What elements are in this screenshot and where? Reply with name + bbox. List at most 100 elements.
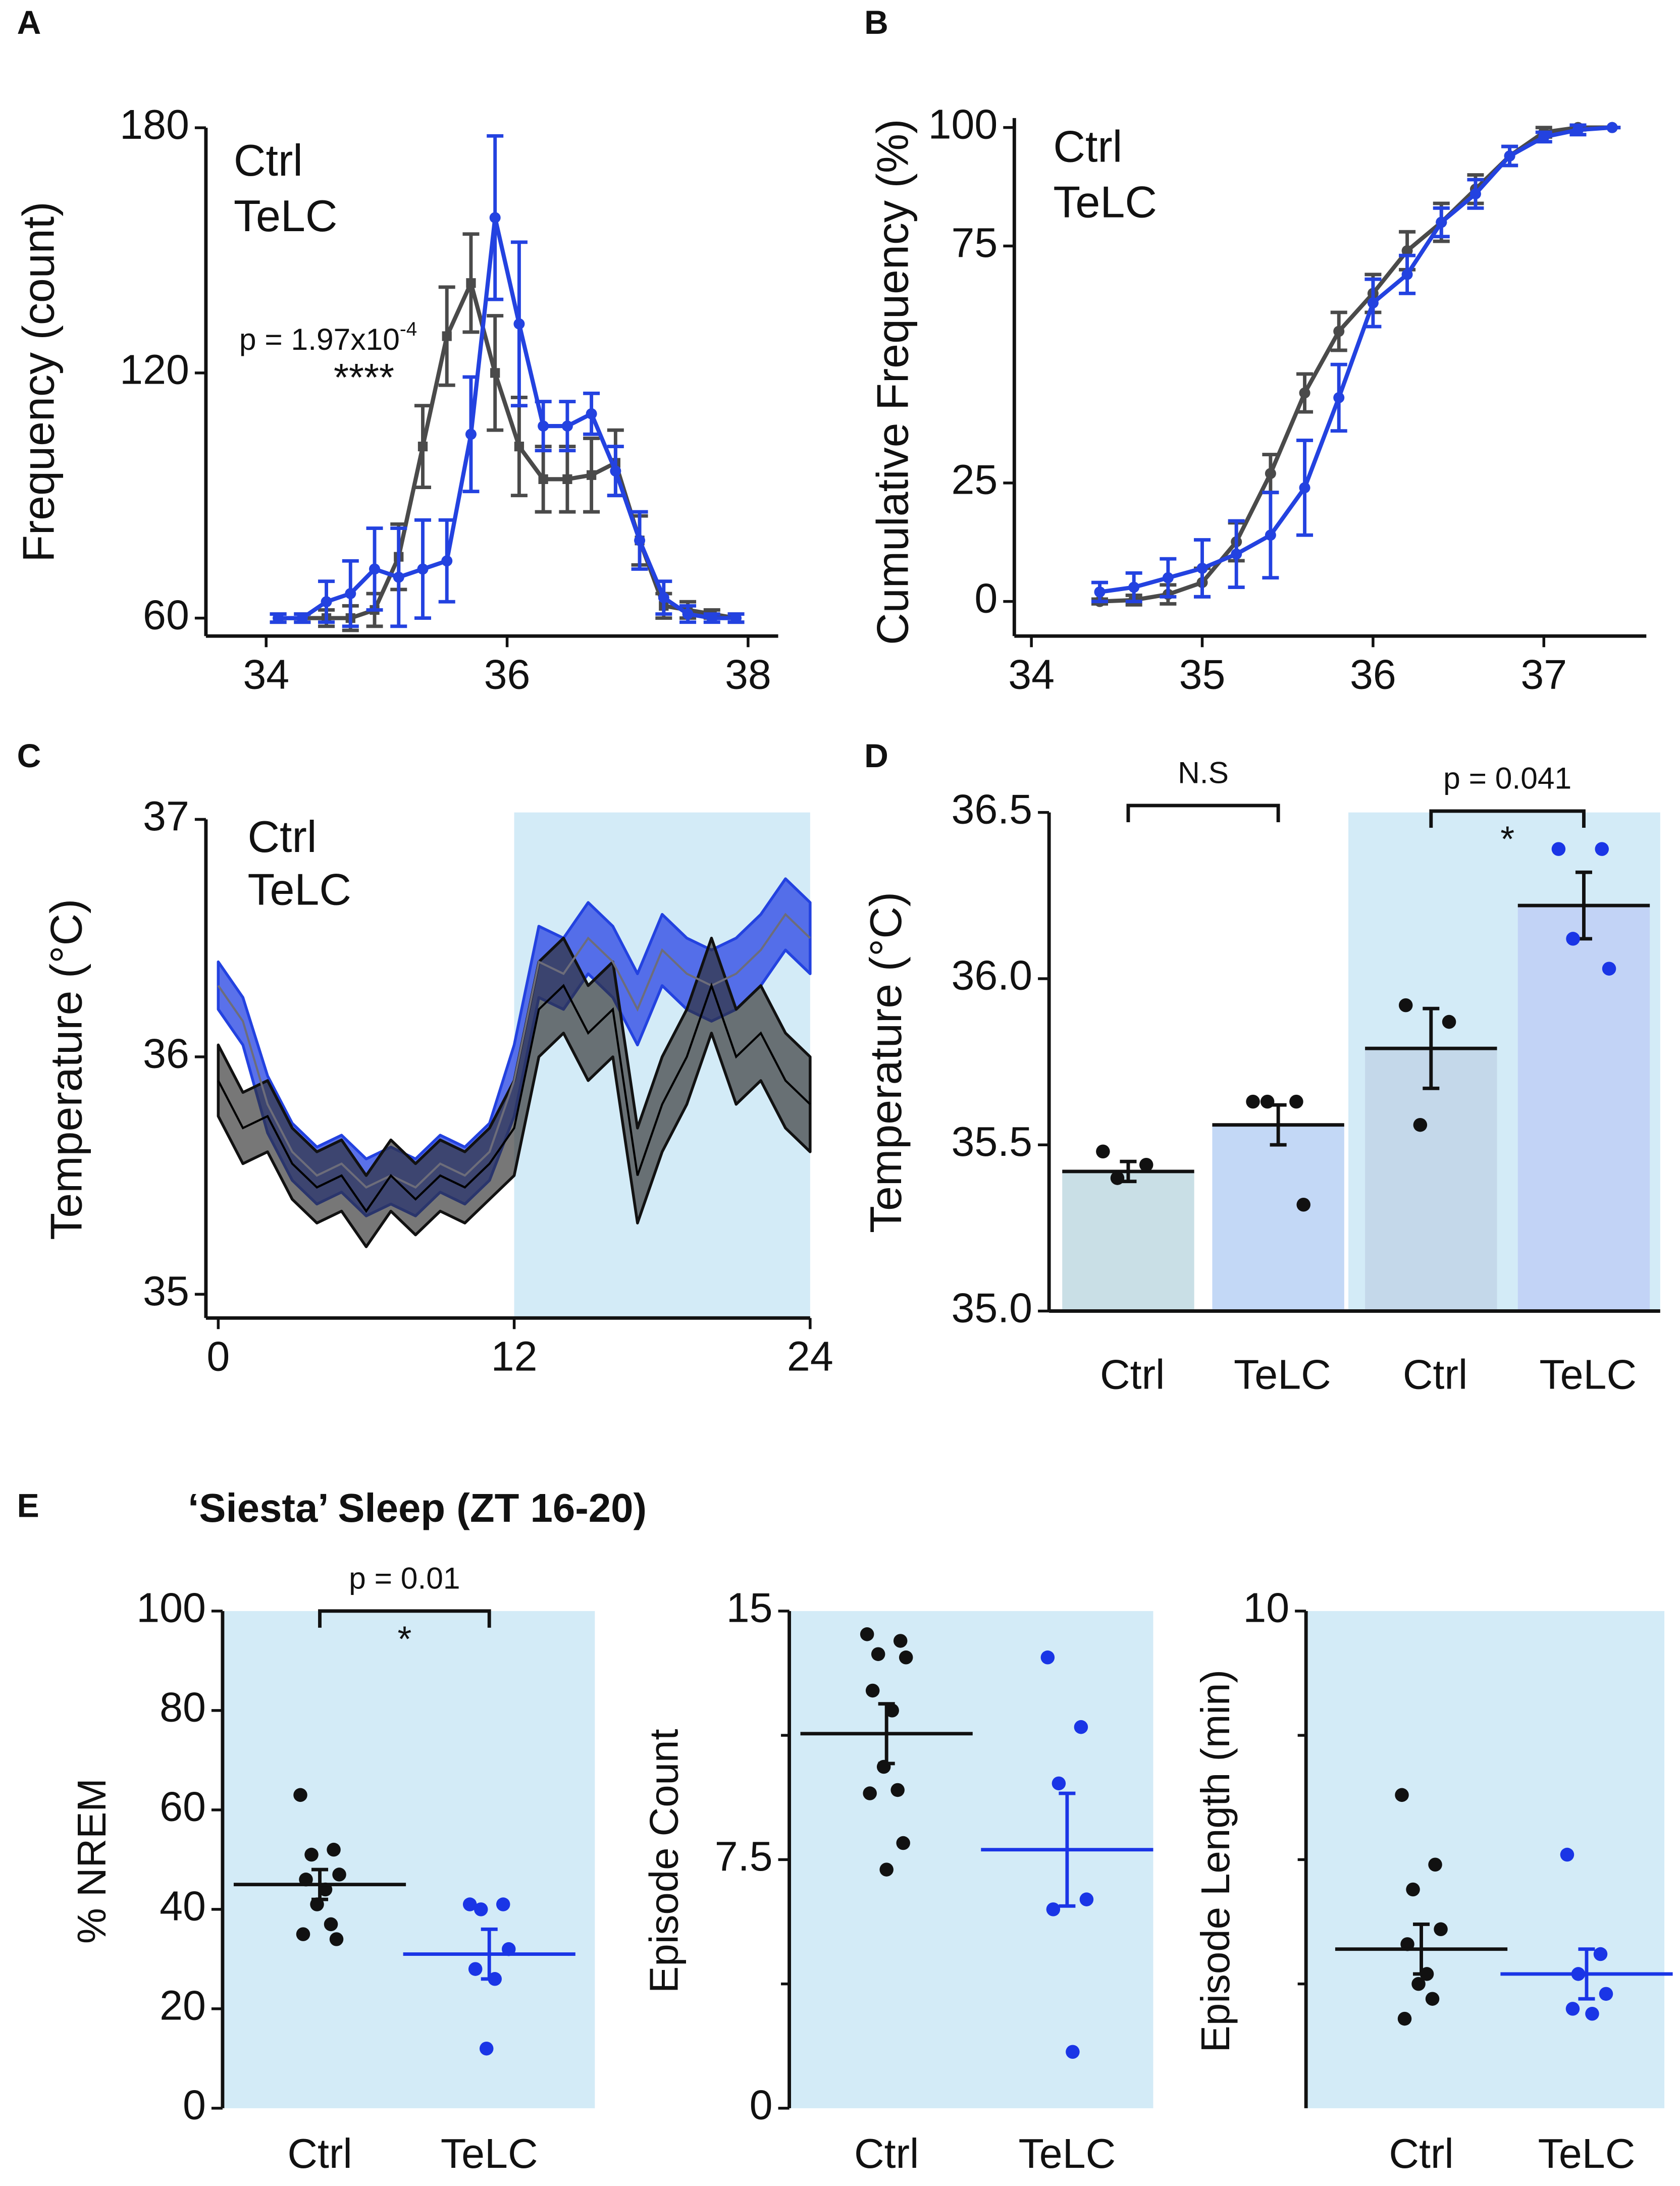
panel-title: ‘Siesta’ Sleep (ZT 16-20) [188,1485,647,1530]
point [441,555,453,567]
y-tick-label: 35 [143,1268,189,1314]
point [1094,586,1106,598]
data-point [1289,1094,1303,1109]
y-tick-label: 0 [183,2082,206,2128]
x-tick-label: TeLC [1538,2130,1636,2177]
y-tick-label: 25 [951,457,998,503]
x-tick-label: 24 [787,1334,833,1380]
point [345,588,356,600]
point [706,612,718,624]
annotation-text: p = 1.97x10 [239,322,400,356]
data-point [1296,1198,1310,1212]
data-point [879,1862,894,1877]
data-point [1406,1882,1420,1897]
bar [1365,1048,1497,1311]
point [538,474,548,484]
bracket-label: p = 0.041 [1443,761,1571,795]
data-point [1595,842,1609,856]
point [442,331,452,341]
point [1333,392,1345,403]
data-point [885,1703,899,1718]
point [658,592,669,604]
data-point [1052,1776,1066,1791]
point [1333,326,1345,337]
y-axis-label: Frequency (count) [13,201,63,562]
data-point [1593,1947,1608,1961]
y-tick-label: 35.5 [951,1118,1032,1165]
y-tick-label: 36.5 [951,786,1032,832]
panel-label: D [864,737,888,774]
data-point [332,1868,346,1882]
series-line [1099,125,1612,604]
data-point [468,1962,483,1976]
y-tick-label: 100 [928,101,998,147]
data-point [1260,1094,1275,1109]
x-tick-label: 34 [1008,652,1055,698]
point [369,563,381,575]
point [561,420,573,432]
x-tick-label: 38 [725,652,771,698]
data-point [1046,1902,1061,1916]
panel-label: B [864,4,888,41]
data-point [1602,962,1616,976]
x-tick-label: Ctrl [287,2130,352,2177]
data-point [474,1902,488,1916]
point [1128,581,1140,593]
data-point [296,1927,310,1941]
data-point [899,1650,913,1665]
data-point [1096,1144,1110,1159]
x-tick-label: 34 [243,652,289,698]
data-point [863,1786,877,1800]
data-point [327,1842,341,1857]
data-point [293,1788,307,1802]
error-band [217,936,812,1248]
legend-label: Ctrl [1053,121,1122,171]
x-tick-label: Ctrl [1403,1351,1467,1398]
data-point [329,1932,344,1946]
point [538,420,549,432]
x-tick-label: TeLC [1539,1351,1637,1398]
point [296,612,308,624]
x-tick-label: TeLC [1234,1351,1331,1398]
y-axis-label: Temperature (°C) [861,892,911,1233]
legend-label: TeLC [234,191,338,241]
y-axis-label: Temperature (°C) [41,899,91,1240]
significance-mark: * [1500,819,1514,859]
point [393,571,404,583]
point [562,474,572,484]
point [1572,124,1584,136]
data-point [1585,2006,1599,2021]
data-point [1434,1922,1448,1937]
bracket [1126,804,1280,822]
point [1265,468,1276,479]
y-tick-label: 40 [160,1883,206,1930]
annotation-superscript: -4 [400,318,417,340]
point [466,278,476,288]
point [730,612,742,624]
point [1504,150,1515,162]
legend-label: TeLC [247,865,351,915]
bar [1062,1171,1194,1311]
data-point [1442,1015,1456,1029]
plot-background [222,1611,595,2108]
y-tick-label: 20 [160,1983,206,2029]
data-point [893,1634,908,1648]
y-tick-label: 10 [1243,1585,1289,1631]
x-tick-label: 36 [484,652,531,698]
annotation: p = 1.97x10-4 [239,318,417,356]
y-tick-label: 60 [160,1784,206,1830]
point [490,368,500,378]
panel-label: A [17,4,41,41]
bracket-label: p = 0.01 [349,1561,460,1595]
y-axis-label: % NREM [69,1778,114,1944]
data-point [1066,2045,1080,2059]
point [514,441,524,452]
data-point [1566,932,1580,946]
x-tick-label: 35 [1179,652,1226,698]
data-point [1110,1171,1125,1185]
point [1401,269,1413,280]
plot-background [789,1611,1153,2108]
y-tick-label: 0 [750,2082,773,2128]
data-point [896,1836,910,1850]
